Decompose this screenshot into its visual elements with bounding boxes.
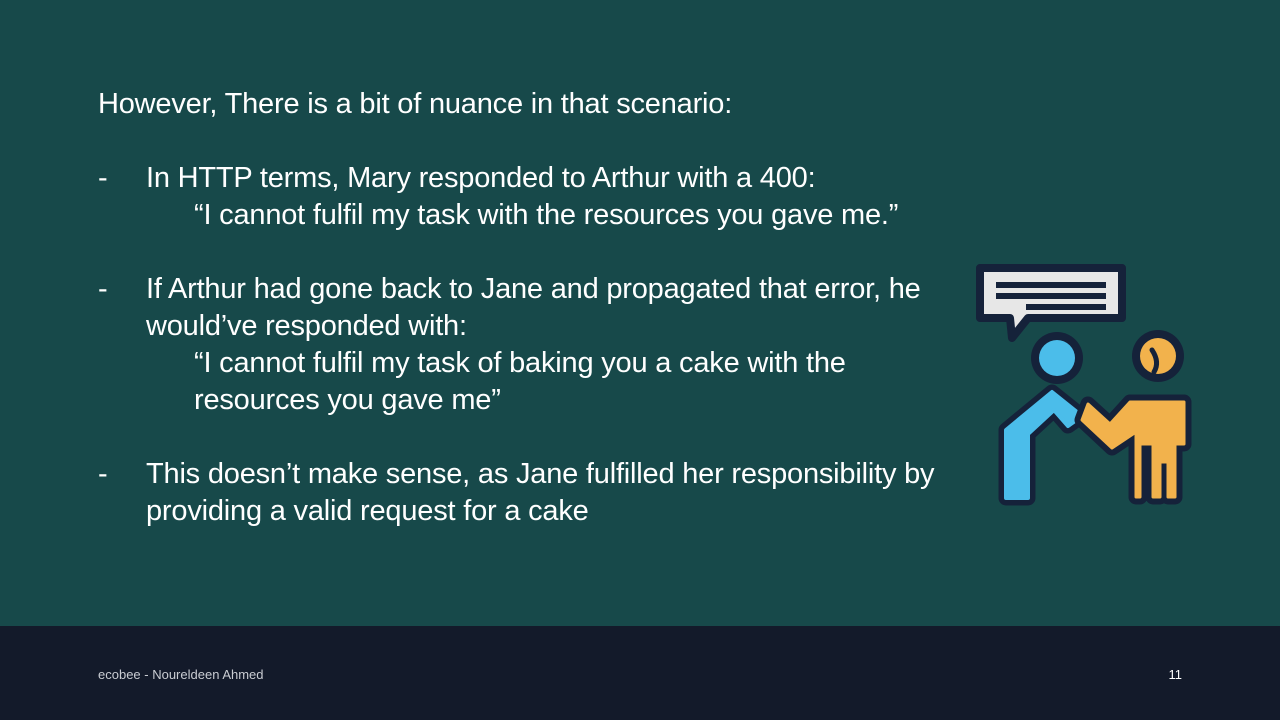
bullet-item-propagated-error: - If Arthur had gone back to Jane and pr… bbox=[98, 271, 948, 419]
blue-person-icon bbox=[998, 332, 1090, 506]
slide-content: However, There is a bit of nuance in tha… bbox=[98, 86, 948, 530]
bullet-text: In HTTP terms, Mary responded to Arthur … bbox=[146, 162, 816, 194]
bullet-item-conclusion: - This doesn’t make sense, as Jane fulfi… bbox=[98, 456, 948, 530]
slide-footer: ecobee - Noureldeen Ahmed 11 bbox=[0, 626, 1280, 720]
bullet-text: If Arthur had gone back to Jane and prop… bbox=[146, 273, 921, 342]
bullet-quote: “I cannot fulfil my task of baking you a… bbox=[194, 347, 846, 416]
bullet-dash: - bbox=[98, 458, 108, 490]
bullet-item-http-400: - In HTTP terms, Mary responded to Arthu… bbox=[98, 160, 948, 234]
two-people-conversation-icon bbox=[976, 264, 1192, 506]
bullet-text: This doesn’t make sense, as Jane fulfill… bbox=[146, 458, 935, 527]
yellow-person-icon bbox=[1074, 330, 1192, 505]
page-number: 11 bbox=[1168, 667, 1183, 682]
bullet-dash: - bbox=[98, 162, 108, 194]
speech-bubble-icon bbox=[976, 264, 1126, 342]
bullet-quote: “I cannot fulfil my task with the resour… bbox=[194, 199, 899, 231]
footer-author: ecobee - Noureldeen Ahmed bbox=[98, 667, 264, 682]
bullet-dash: - bbox=[98, 273, 108, 305]
intro-text: However, There is a bit of nuance in tha… bbox=[98, 88, 733, 120]
